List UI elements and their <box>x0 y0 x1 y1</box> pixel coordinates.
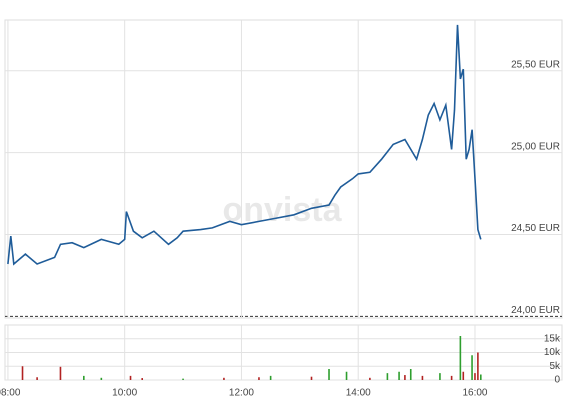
volume-bar <box>398 371 400 380</box>
y-tick-label: 5k <box>549 361 561 372</box>
volume-bar <box>386 373 389 380</box>
y-tick-label: 25,00 EUR <box>511 141 560 152</box>
y-tick-label: 24,00 EUR <box>511 305 560 316</box>
volume-bar <box>328 369 330 380</box>
price-line <box>7 24 482 266</box>
volume-bar <box>129 375 132 380</box>
x-tick-label: 12:00 <box>229 388 254 399</box>
volume-bar <box>450 375 453 380</box>
volume-bar <box>141 378 143 380</box>
panel-frame <box>4 19 563 319</box>
volume-bar <box>474 373 476 380</box>
volume-bar <box>480 374 482 380</box>
y-tick-label: 10k <box>544 347 561 358</box>
volume-bar <box>421 375 424 380</box>
x-tick-label: 10:00 <box>112 388 137 399</box>
x-tick-label: 14:00 <box>346 388 371 399</box>
volume-bar <box>59 366 62 380</box>
volume-bar <box>477 352 479 380</box>
volume-bar <box>462 371 465 380</box>
volume-bar <box>36 377 38 380</box>
volume-bar <box>21 366 24 380</box>
y-tick-label: 0 <box>554 375 560 386</box>
x-tick-label: 16:00 <box>462 388 487 399</box>
volume-bar <box>345 371 348 380</box>
volume-bar <box>459 336 462 380</box>
volume-bar <box>369 377 371 380</box>
volume-bar <box>409 369 412 380</box>
volume-bar <box>310 376 313 380</box>
x-tick-label: 08:00 <box>0 388 21 399</box>
volume-bar <box>269 375 272 380</box>
volume-bar <box>100 377 103 380</box>
volume-bar <box>439 373 441 380</box>
volume-bar <box>404 375 406 380</box>
volume-bar <box>471 355 473 380</box>
volume-bar <box>83 375 85 380</box>
volume-bar <box>182 378 184 380</box>
y-tick-label: 25,50 EUR <box>511 59 560 70</box>
volume-bar <box>258 377 260 380</box>
y-tick-label: 15k <box>544 333 561 344</box>
volume-bar <box>223 377 225 380</box>
watermark: onvista <box>222 191 342 229</box>
y-tick-label: 24,50 EUR <box>511 223 560 234</box>
